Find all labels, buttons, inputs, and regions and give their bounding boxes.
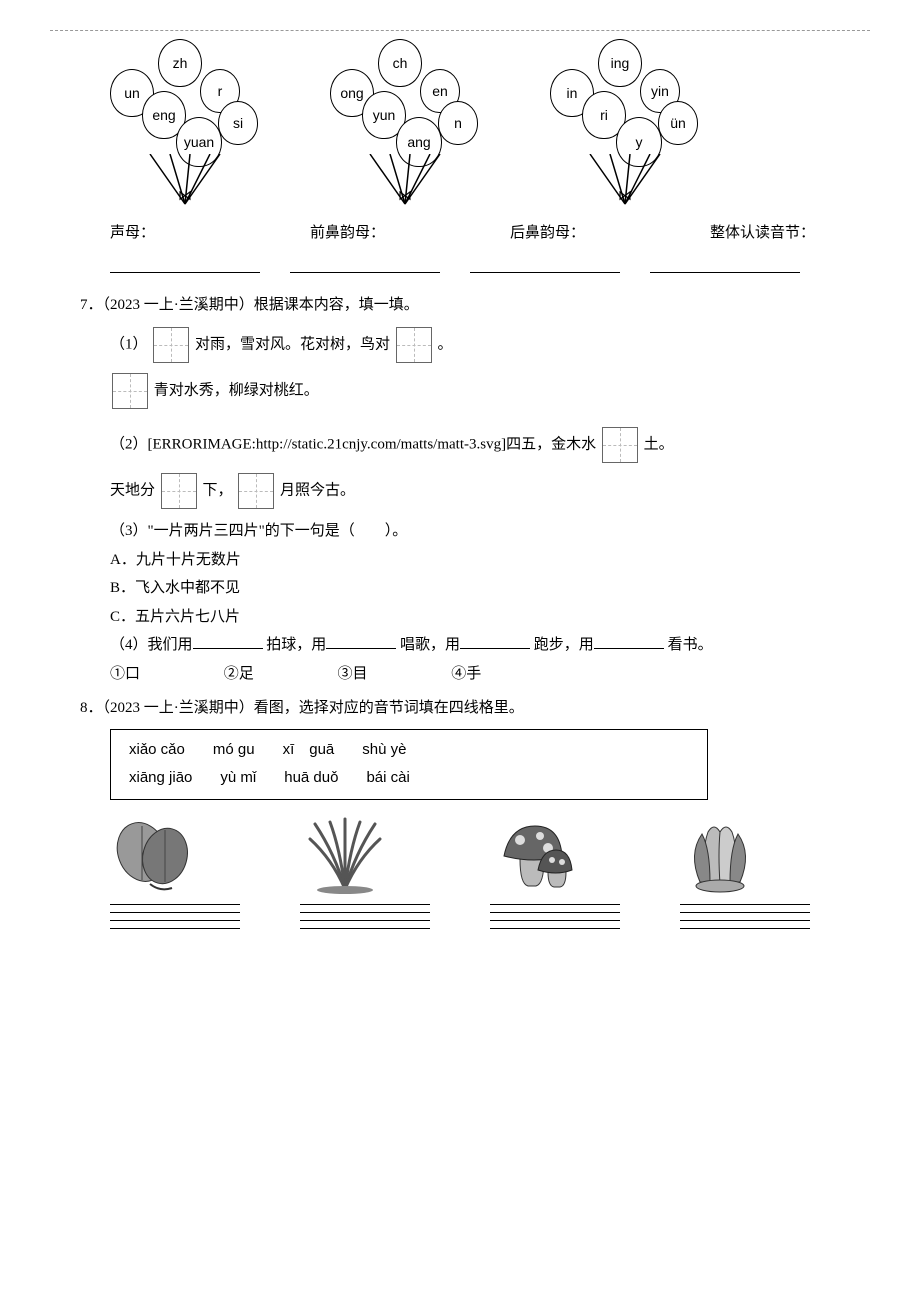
leaf-icon	[110, 814, 200, 894]
q7-opt-c[interactable]: C．五片六片七八片	[110, 603, 870, 632]
cabbage-icon	[680, 814, 770, 894]
tianzige-box[interactable]	[396, 327, 432, 363]
pic-mushroom	[490, 814, 620, 929]
pinyin-word[interactable]: yù mǐ	[220, 764, 256, 793]
text: 下，	[203, 482, 233, 498]
blank[interactable]	[193, 632, 263, 649]
balloon: zh	[158, 39, 202, 87]
four-line-grid[interactable]	[110, 904, 240, 929]
bow-icon: ⋈	[398, 184, 412, 211]
grass-icon	[300, 814, 390, 894]
category-blanks	[110, 254, 870, 273]
q7-opt-b[interactable]: B．飞入水中都不见	[110, 574, 870, 603]
four-line-grid[interactable]	[300, 904, 430, 929]
q7-part1-line1: （1） 对雨，雪对风。花对树，鸟对 。	[110, 327, 870, 363]
q7-opt-a[interactable]: A．九片十片无数片	[110, 546, 870, 575]
tianzige-box[interactable]	[602, 427, 638, 463]
pinyin-word-box: xiǎo cǎo mó gu xī guā shù yè xiāng jiāo yù mǐ…	[110, 729, 708, 800]
four-line-grid[interactable]	[680, 904, 810, 929]
page-divider	[50, 30, 870, 31]
balloon: ch	[378, 39, 422, 87]
blank[interactable]	[650, 254, 800, 273]
bow-icon: ⋈	[178, 184, 192, 211]
balloon-group: zhunrengsiyuan⋈	[100, 39, 270, 209]
q7-part4: （4）我们用 拍球，用 唱歌，用 跑步，用 看书。	[110, 631, 870, 660]
balloon: si	[218, 101, 258, 145]
picture-row	[110, 814, 870, 929]
q7-part4-options: ①口 ②足 ③目 ④手	[110, 660, 870, 689]
text: 土。	[644, 436, 674, 452]
pic-grass	[300, 814, 430, 929]
part-label: （1）	[110, 336, 148, 352]
tianzige-box[interactable]	[153, 327, 189, 363]
pic-cabbage	[680, 814, 810, 929]
tianzige-box[interactable]	[112, 373, 148, 409]
pinyin-word[interactable]: huā duǒ	[284, 764, 338, 793]
q8-meta: （2023 一上·兰溪期中）看图，选择对应的音节词填在四线格里。	[103, 700, 524, 716]
text: 青对水秀，柳绿对桃红。	[154, 382, 319, 398]
q7-number: 7．	[80, 297, 103, 313]
pinyin-word[interactable]: mó gu	[213, 736, 255, 765]
q8-number: 8．	[80, 700, 103, 716]
label-zhengti: 整体认读音节：	[710, 219, 870, 248]
pinyin-word[interactable]: xī guā	[283, 736, 335, 765]
text: （2）[ERRORIMAGE:http://static.21cnjy.com/…	[110, 436, 596, 452]
balloon-group: chongenyunnang⋈	[320, 39, 490, 209]
pinyin-word[interactable]: xiāng jiāo	[129, 764, 192, 793]
text: （4）我们用	[110, 637, 193, 653]
pic-leaf	[110, 814, 240, 929]
pinyin-word[interactable]: bái cài	[366, 764, 409, 793]
q7-meta: （2023 一上·兰溪期中）根据课本内容，填一填。	[103, 297, 419, 313]
text: 看书。	[668, 637, 713, 653]
q7-part2-line1: （2）[ERRORIMAGE:http://static.21cnjy.com/…	[110, 427, 870, 463]
tianzige-box[interactable]	[238, 473, 274, 509]
blank[interactable]	[290, 254, 440, 273]
text: 跑步，用	[534, 637, 594, 653]
category-labels: 声母： 前鼻韵母： 后鼻韵母： 整体认读音节：	[110, 219, 870, 248]
bow-icon: ⋈	[618, 184, 632, 211]
four-line-grid[interactable]	[490, 904, 620, 929]
balloon-group: inginyinriüny⋈	[540, 39, 710, 209]
q7-part1-line2: 青对水秀，柳绿对桃红。	[110, 373, 870, 409]
blank[interactable]	[594, 632, 664, 649]
pinyin-word[interactable]: shù yè	[362, 736, 406, 765]
opt[interactable]: ①口	[110, 660, 220, 689]
blank[interactable]	[460, 632, 530, 649]
label-qianbi: 前鼻韵母：	[310, 219, 470, 248]
label-shengmu: 声母：	[110, 219, 270, 248]
q7-part3: （3）"一片两片三四片"的下一句是（ ）。	[110, 517, 870, 546]
balloon: ing	[598, 39, 642, 87]
opt[interactable]: ④手	[451, 660, 561, 689]
q7-part2-line2: 天地分 下， 月照今古。	[110, 473, 870, 509]
text: 对雨，雪对风。花对树，鸟对	[195, 336, 390, 352]
balloon: ün	[658, 101, 698, 145]
question-8: 8．（2023 一上·兰溪期中）看图，选择对应的音节词填在四线格里。	[80, 694, 870, 723]
balloon-clusters: zhunrengsiyuan⋈ chongenyunnang⋈ inginyinri…	[100, 39, 870, 209]
text: 唱歌，用	[400, 637, 460, 653]
text: 拍球，用	[266, 637, 326, 653]
blank[interactable]	[110, 254, 260, 273]
balloon: n	[438, 101, 478, 145]
tianzige-box[interactable]	[161, 473, 197, 509]
label-houbi: 后鼻韵母：	[510, 219, 670, 248]
text: 。	[438, 336, 453, 352]
blank[interactable]	[470, 254, 620, 273]
text: 天地分	[110, 482, 155, 498]
opt[interactable]: ②足	[224, 660, 334, 689]
pinyin-word[interactable]: xiǎo cǎo	[129, 736, 185, 765]
text: 月照今古。	[280, 482, 355, 498]
blank[interactable]	[326, 632, 396, 649]
opt[interactable]: ③目	[338, 660, 448, 689]
question-7: 7．（2023 一上·兰溪期中）根据课本内容，填一填。	[80, 291, 870, 320]
mushroom-icon	[490, 814, 580, 894]
